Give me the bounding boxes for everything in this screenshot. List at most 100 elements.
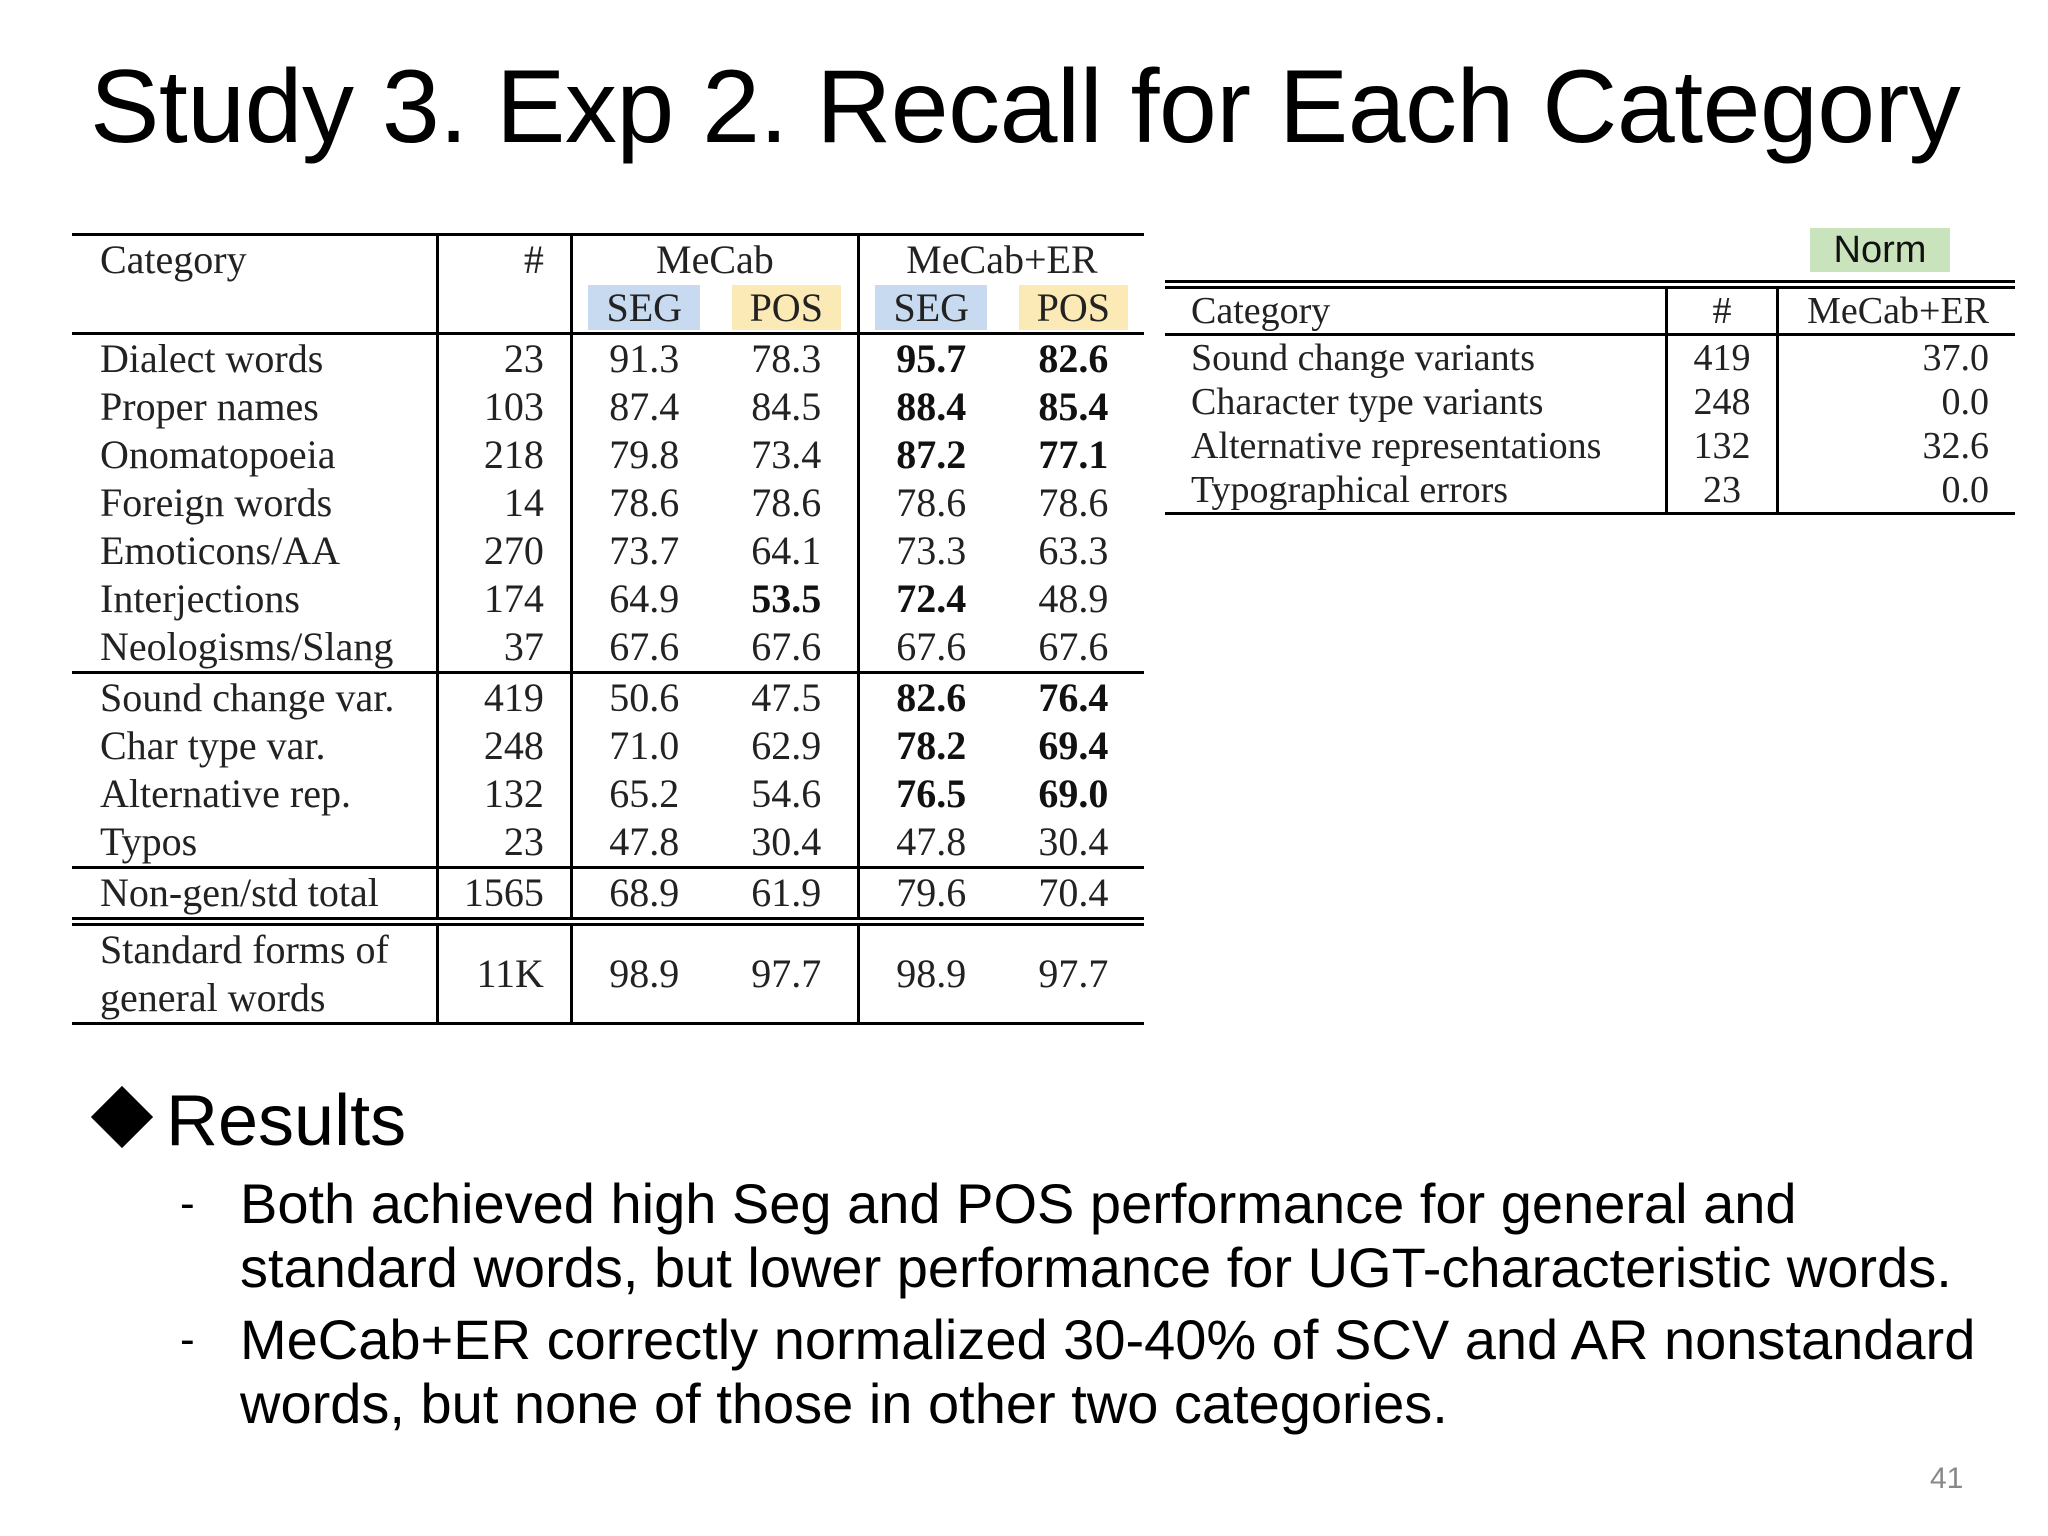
header-category: Category <box>72 234 439 284</box>
cell-mecab-seg: 73.7 <box>609 528 680 573</box>
row-count: 270 <box>437 527 573 575</box>
table-row: Interjections 174 64.9 53.5 72.4 48.9 <box>72 575 1144 623</box>
row-category-line: general words <box>100 975 326 1020</box>
norm-row-count: 248 <box>1666 380 1779 424</box>
results-bullets: - Both achieved high Seg and POS perform… <box>180 1172 2020 1444</box>
norm-row-count: 23 <box>1666 468 1779 515</box>
header-er-seg: SEG <box>858 284 1002 334</box>
table-row: Char type var. 248 71.0 62.9 78.2 69.4 <box>72 722 1144 770</box>
cell-mecab-pos: 62.9 <box>715 722 860 770</box>
cell-mecab-pos: 61.9 <box>715 866 860 922</box>
norm-header-count: # <box>1666 284 1779 336</box>
row-category: Emoticons/AA <box>72 527 439 575</box>
cell-mecab-pos: 30.4 <box>715 818 860 868</box>
bullet-text: MeCab+ER correctly normalized 30-40% of … <box>240 1308 1976 1435</box>
cell-mecab-seg: 47.8 <box>609 819 680 864</box>
norm-row-category: Character type variants <box>1165 380 1668 424</box>
table-row: Alternative representations 132 32.6 <box>1165 424 2015 468</box>
cell-er-seg: 98.9 <box>858 917 1003 1025</box>
cell-er-seg: 79.6 <box>858 866 1003 922</box>
row-category: Dialect words <box>72 332 439 383</box>
row-count: 37 <box>437 623 573 673</box>
table-row: Typos 23 47.8 30.4 47.8 30.4 <box>72 818 1144 868</box>
cell-er-pos: 82.6 <box>1002 332 1144 383</box>
table-row: Typographical errors 23 0.0 <box>1165 468 2015 515</box>
table-row: Emoticons/AA 270 73.7 64.1 73.3 63.3 <box>72 527 1144 575</box>
cell-mecab-seg: 91.3 <box>571 332 716 383</box>
cell-mecab-pos: 84.5 <box>715 383 860 431</box>
row-category: Neologisms/Slang <box>72 623 439 673</box>
norm-table-body: Sound change variants 419 37.0 Character ty… <box>1165 334 2015 515</box>
cell-er-seg: 82.6 <box>858 671 1003 722</box>
cell-er-seg: 47.8 <box>896 819 967 864</box>
bullet-item: - Both achieved high Seg and POS perform… <box>180 1172 2020 1300</box>
header-mecab-pos: POS <box>715 284 860 334</box>
norm-table: Category # MeCab+ER Sound change variant… <box>1165 280 2015 515</box>
norm-header-value: MeCab+ER <box>1777 284 2015 336</box>
table-row: Character type variants 248 0.0 <box>1165 380 2015 424</box>
header-count: # <box>437 234 573 284</box>
cell-er-seg: 87.2 <box>896 432 967 477</box>
cell-mecab-pos: 73.4 <box>715 431 860 479</box>
table-row: Neologisms/Slang 37 67.6 67.6 67.6 67.6 <box>72 623 1144 673</box>
cell-mecab-seg: 68.9 <box>571 866 716 922</box>
cell-er-pos: 69.4 <box>1038 723 1109 768</box>
table-row: Sound change variants 419 37.0 <box>1165 334 2015 380</box>
header-mecab: MeCab <box>571 234 860 284</box>
cell-er-seg: 95.7 <box>858 332 1003 383</box>
row-category: Onomatopoeia <box>72 431 439 479</box>
row-category: Typos <box>72 818 439 868</box>
header-mecab-er: MeCab+ER <box>906 237 1098 282</box>
cell-mecab-pos: 54.6 <box>715 770 860 818</box>
cell-er-pos: 78.6 <box>1038 480 1109 525</box>
cell-mecab-pos: 64.1 <box>715 527 860 575</box>
cell-er-pos: 67.6 <box>1038 624 1109 669</box>
row-count: 11K <box>437 917 573 1025</box>
row-category: Sound change var. <box>72 671 439 722</box>
table-row: Onomatopoeia 218 79.8 73.4 87.2 77.1 <box>72 431 1144 479</box>
cell-er-pos: 97.7 <box>1002 917 1144 1025</box>
cell-mecab-pos: 78.6 <box>715 479 860 527</box>
dash-icon: - <box>180 1315 195 1364</box>
row-category: Proper names <box>72 383 439 431</box>
bullet-text: Both achieved high Seg and POS performan… <box>240 1172 1952 1299</box>
cell-er-pos: 48.9 <box>1038 576 1109 621</box>
row-category: Non-gen/std total <box>72 866 439 922</box>
cell-er-seg: 78.6 <box>896 480 967 525</box>
cell-mecab-pos: 97.7 <box>715 917 860 1025</box>
row-category: Alternative rep. <box>72 770 439 818</box>
diamond-bullet-icon <box>90 1085 154 1149</box>
cell-er-seg: 78.2 <box>896 723 967 768</box>
cell-er-pos: 76.4 <box>1002 671 1144 722</box>
row-count: 23 <box>437 818 573 868</box>
recall-table-body: Dialect words 23 91.3 78.3 95.7 82.6 Proper na… <box>72 332 1144 1025</box>
norm-row-count: 419 <box>1666 334 1779 380</box>
cell-mecab-seg: 79.8 <box>609 432 680 477</box>
table-row: Foreign words 14 78.6 78.6 78.6 78.6 <box>72 479 1144 527</box>
row-count: 248 <box>437 722 573 770</box>
cell-er-seg: 67.6 <box>896 624 967 669</box>
norm-row-category: Alternative representations <box>1165 424 1668 468</box>
cell-er-pos: 85.4 <box>1038 384 1109 429</box>
norm-row-value: 32.6 <box>1922 425 1990 467</box>
slide-title: Study 3. Exp 2. Recall for Each Category <box>90 49 1961 165</box>
cell-er-seg: 76.5 <box>896 771 967 816</box>
row-count: 23 <box>437 332 573 383</box>
row-category: Interjections <box>72 575 439 623</box>
recall-table: Category # MeCab MeCab+ER SEG POS SEG PO… <box>72 233 1144 1025</box>
table-row: Dialect words 23 91.3 78.3 95.7 82.6 <box>72 332 1144 383</box>
cell-er-pos: 77.1 <box>1038 432 1109 477</box>
page-number: 41 <box>1930 1462 1964 1495</box>
cell-er-pos: 69.0 <box>1038 771 1109 816</box>
cell-er-seg: 72.4 <box>896 576 967 621</box>
row-count: 132 <box>437 770 573 818</box>
norm-row-category: Typographical errors <box>1165 468 1668 515</box>
cell-mecab-pos: 78.3 <box>715 332 860 383</box>
cell-mecab-seg: 71.0 <box>609 723 680 768</box>
norm-row-value: 0.0 <box>1941 381 1990 423</box>
table-row: Standard forms of general words 11K 98.9 97.… <box>72 917 1144 1025</box>
cell-er-seg: 73.3 <box>896 528 967 573</box>
row-count: 174 <box>437 575 573 623</box>
table-row: Sound change var. 419 50.6 47.5 82.6 76.4 <box>72 671 1144 722</box>
norm-header-category: Category <box>1165 284 1668 336</box>
